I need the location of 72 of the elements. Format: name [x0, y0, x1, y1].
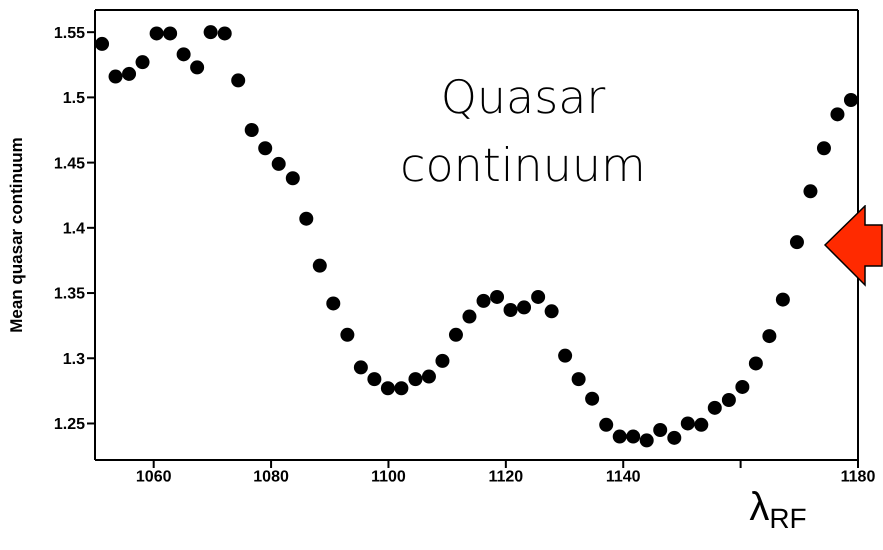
point [490, 290, 504, 304]
point [735, 380, 750, 394]
annotation: Quasar continuum [399, 69, 647, 194]
point [380, 381, 395, 396]
point [776, 292, 790, 307]
x-tick-label: 1140 [606, 468, 641, 486]
point [830, 107, 844, 122]
point [722, 393, 736, 407]
point [163, 26, 178, 40]
point [531, 290, 546, 304]
x-tick-label: 1120 [488, 468, 524, 486]
y-tick-label: 1.55 [54, 24, 86, 42]
point [448, 328, 463, 342]
point [626, 430, 640, 444]
point [517, 300, 532, 314]
point [790, 235, 804, 250]
point [95, 36, 110, 51]
point [299, 212, 314, 226]
point [762, 329, 776, 344]
point [176, 47, 191, 62]
point [394, 381, 408, 396]
x-tick-label: 1100 [371, 468, 406, 486]
point [708, 400, 722, 415]
point [558, 348, 572, 363]
point [680, 416, 695, 430]
point [272, 156, 286, 171]
point [231, 73, 246, 88]
point [354, 360, 368, 374]
point [435, 354, 450, 368]
y-tick-label: 1.25 [54, 416, 86, 434]
point [408, 372, 422, 386]
point [653, 423, 668, 437]
point [108, 70, 123, 84]
point [462, 310, 476, 324]
y-tick-label: 1.5 [62, 90, 86, 108]
y-tick-label: 1.3 [62, 350, 86, 368]
point [694, 418, 708, 432]
point [572, 372, 586, 386]
point [340, 328, 354, 342]
y-axis-title: Mean quasar continuum [7, 137, 26, 333]
point [136, 55, 150, 70]
point [326, 296, 340, 310]
point [367, 372, 382, 386]
point [204, 25, 218, 40]
point [122, 66, 136, 81]
point [312, 258, 327, 273]
point [190, 60, 204, 74]
point [476, 294, 491, 308]
x-axis-title: λ$_{RF}$ [749, 485, 807, 534]
y-tick-label: 1.4 [62, 220, 86, 238]
point [599, 418, 614, 432]
point [544, 304, 559, 318]
point [748, 356, 763, 370]
point [504, 303, 518, 317]
point [218, 26, 232, 40]
point [816, 141, 831, 156]
x-tick-label: 1060 [136, 468, 172, 486]
y-tick-label: 1.45 [54, 155, 86, 172]
point [244, 123, 259, 137]
point [150, 26, 164, 40]
y-tick-label: 1.35 [54, 286, 86, 303]
x-tick-label: 1080 [253, 468, 289, 486]
point [612, 430, 627, 444]
point [422, 370, 436, 384]
point [640, 433, 654, 448]
point [844, 93, 858, 107]
point [258, 141, 272, 156]
point [585, 392, 600, 406]
point [667, 430, 682, 445]
point [286, 171, 300, 186]
point [803, 184, 818, 198]
x-tick-label: 1180 [840, 468, 876, 486]
